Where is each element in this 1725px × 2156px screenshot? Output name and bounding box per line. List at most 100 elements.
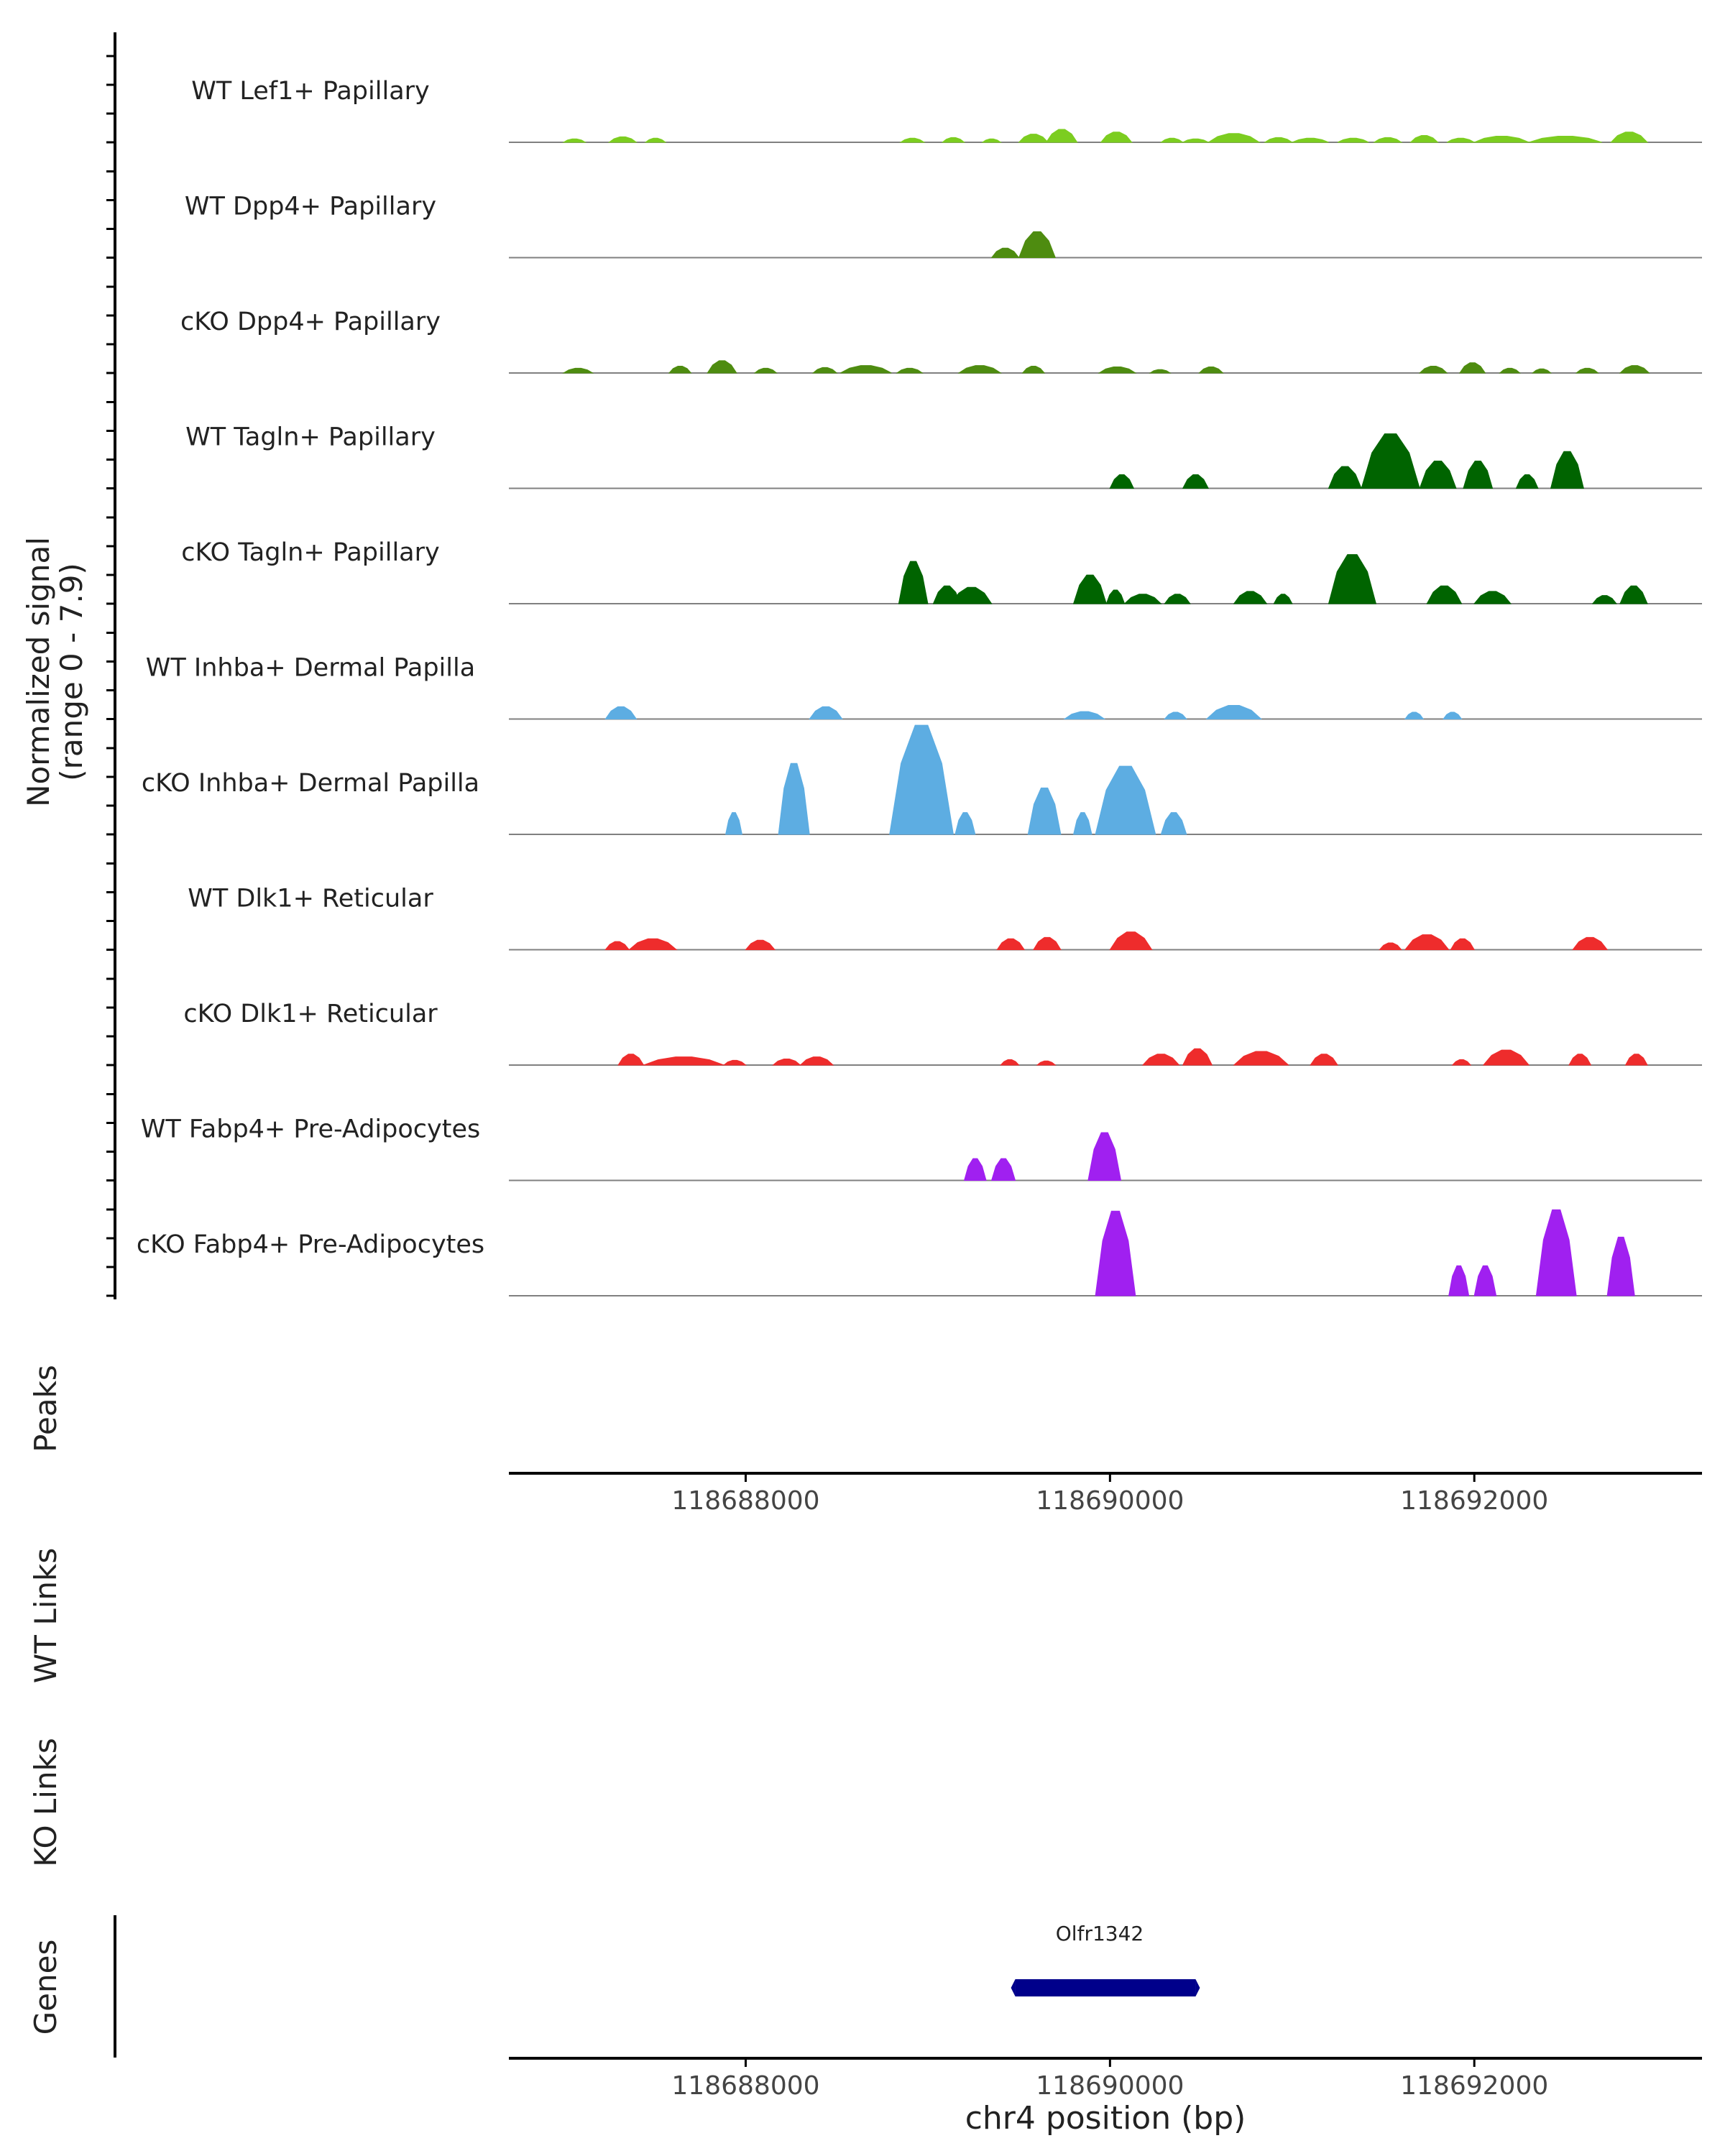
coverage-peak	[1529, 136, 1602, 143]
coverage-peak	[1045, 129, 1078, 143]
coverage-peak	[1018, 134, 1049, 143]
gene-label: Olfr1342	[1056, 1922, 1144, 1945]
x-tick-label: 118688000	[671, 2071, 819, 2101]
coverage-peak	[644, 137, 667, 143]
coverage-peak	[1328, 554, 1377, 604]
coverage-peak	[668, 366, 692, 374]
coverage-peak	[1123, 594, 1162, 604]
coverage-peak	[1149, 369, 1172, 374]
coverage-peak	[753, 367, 778, 374]
coverage-peak	[1109, 931, 1153, 950]
track-5: cKO Tagln+ Papillary	[181, 538, 1702, 604]
coverage-peak	[799, 1056, 834, 1066]
coverage-peak	[1207, 133, 1261, 143]
x-tick-label: 118690000	[1036, 1486, 1184, 1516]
coverage-peak	[1450, 938, 1476, 950]
track-9: cKO Dlk1+ Reticular	[183, 1000, 1702, 1066]
coverage-peak	[1619, 365, 1650, 374]
coverage-peak	[1443, 711, 1463, 719]
coverage-peak	[963, 1158, 987, 1181]
wt-links-panel-label: WT Links	[28, 1548, 63, 1683]
coverage-peak	[896, 367, 924, 374]
x-tick-label: 118688000	[671, 1486, 819, 1516]
genes-panel-label: Genes	[28, 1940, 63, 2035]
coverage-peak	[562, 138, 587, 143]
track-label: WT Lef1+ Papillary	[191, 77, 430, 106]
coverage-peak	[1160, 812, 1187, 835]
coverage-peak	[643, 1056, 724, 1066]
coverage-peak	[1575, 367, 1599, 374]
coverage-peak	[604, 941, 630, 950]
coverage-peak	[990, 247, 1020, 258]
track-label: cKO Tagln+ Papillary	[181, 538, 440, 567]
coverage-peak	[1591, 595, 1617, 604]
x-axis-title: chr4 position (bp)	[965, 2100, 1246, 2137]
coverage-peak	[889, 724, 954, 835]
coverage-peak	[562, 367, 594, 374]
y-axis-title: Normalized signal	[21, 537, 56, 807]
track-label: WT Dpp4+ Papillary	[185, 193, 436, 221]
y-axis-ticks	[106, 55, 115, 1297]
coverage-peak	[981, 138, 1002, 143]
coverage-peak	[1373, 137, 1403, 143]
coverage-peak	[1426, 585, 1463, 604]
coverage-peak	[957, 365, 1002, 374]
coverage-peak	[1531, 368, 1552, 374]
coverage-peak	[1233, 591, 1268, 604]
coverage-peak	[1515, 474, 1539, 489]
coverage-peak	[1451, 1059, 1472, 1066]
track-label: cKO Dlk1+ Reticular	[183, 1000, 438, 1028]
coverage-peak	[1182, 474, 1210, 489]
coverage-peak	[1409, 135, 1439, 143]
coverage-peak	[990, 1158, 1016, 1181]
coverage-peak	[1141, 1054, 1180, 1066]
coverage-peak	[1021, 366, 1046, 374]
coverage-peak	[950, 586, 993, 604]
coverage-peak	[1535, 1209, 1577, 1296]
gene-annotations: Olfr1342	[1011, 1922, 1200, 1996]
coverage-peak	[1404, 934, 1450, 950]
coverage-peak	[1473, 1265, 1497, 1296]
coverage-peak	[1233, 1051, 1290, 1066]
coverage-peak	[1105, 589, 1126, 604]
coverage-peak	[1000, 1059, 1020, 1066]
coverage-peak	[1095, 1210, 1136, 1296]
x-tick-label: 118690000	[1036, 2071, 1184, 2101]
x-tick-label: 118692000	[1400, 2071, 1548, 2101]
coverage-peak	[899, 137, 926, 143]
coverage-peak	[1036, 1060, 1057, 1066]
track-label: WT Tagln+ Papillary	[185, 423, 436, 452]
coverage-peak	[1328, 466, 1362, 489]
gene-strand-arrow	[1011, 1979, 1016, 1996]
coverage-peak	[809, 706, 843, 719]
track-3: cKO Dpp4+ Papillary	[180, 308, 1702, 374]
track-label: WT Dlk1+ Reticular	[188, 885, 433, 913]
coverage-peak	[811, 367, 838, 374]
coverage-peak	[1164, 711, 1187, 719]
coverage-peak	[1482, 1049, 1530, 1066]
coverage-peak	[1361, 433, 1420, 489]
coverage-peak	[1446, 137, 1475, 143]
coverage-peak	[627, 938, 678, 950]
coverage-peak	[1095, 765, 1156, 835]
track-4: WT Tagln+ Papillary	[185, 423, 1702, 489]
coverage-peak	[778, 763, 810, 835]
coverage-peak	[941, 137, 966, 143]
coverage-peak	[1419, 461, 1457, 489]
coverage-peak	[1404, 711, 1425, 719]
coverage-peak	[1087, 1132, 1122, 1181]
coverage-peak	[604, 706, 638, 719]
coverage-peak	[1572, 936, 1609, 950]
coverage-peak	[1463, 461, 1494, 489]
coverage-peak	[1100, 132, 1133, 143]
track-label: cKO Dpp4+ Papillary	[180, 308, 441, 336]
coverage-peak	[1550, 451, 1584, 489]
peaks-x-axis: 118688000 118690000 118692000	[671, 1473, 1548, 1516]
track-10: WT Fabp4+ Pre-Adipocytes	[141, 1115, 1702, 1181]
coverage-peak	[1018, 231, 1057, 258]
coverage-peak	[1072, 812, 1092, 835]
coverage-tracks: WT Lef1+ Papillary WT Dpp4+ Papillary cKO …	[137, 77, 1702, 1296]
x-tick-label: 118692000	[1400, 1486, 1548, 1516]
coverage-peak	[1473, 591, 1512, 604]
